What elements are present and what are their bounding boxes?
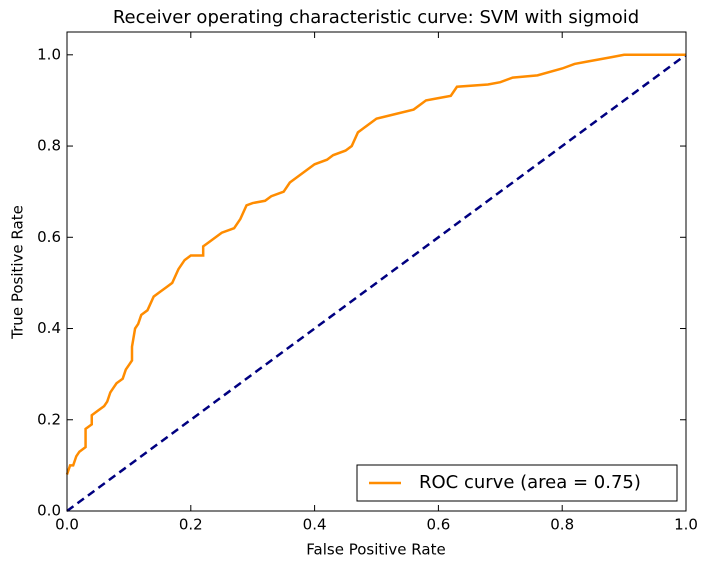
chart-title: Receiver operating characteristic curve:…: [113, 7, 639, 28]
y-tick-label: 0.0: [37, 502, 61, 520]
y-tick-label: 0.8: [37, 137, 61, 155]
x-axis-label: False Positive Rate: [306, 541, 445, 559]
plot-frame: [66, 31, 687, 512]
x-tick-label: 0.2: [179, 516, 203, 534]
x-tick-label: 0.0: [55, 516, 79, 534]
x-tick-label: 0.6: [426, 516, 450, 534]
legend-label: ROC curve (area = 0.75): [419, 472, 641, 493]
x-tick-label: 1.0: [674, 516, 698, 534]
y-tick-label: 0.4: [37, 319, 61, 337]
x-tick-label: 0.4: [303, 516, 327, 534]
series-line: [66, 53, 687, 513]
y-tick-label: 1.0: [37, 45, 61, 63]
series-line: [65, 53, 686, 475]
x-tick-label: 0.8: [550, 516, 574, 534]
y-tick-label: 0.2: [37, 410, 61, 428]
y-axis-label: True Positive Rate: [9, 205, 27, 340]
y-tick-label: 0.6: [37, 228, 61, 246]
legend-box: [356, 464, 678, 502]
